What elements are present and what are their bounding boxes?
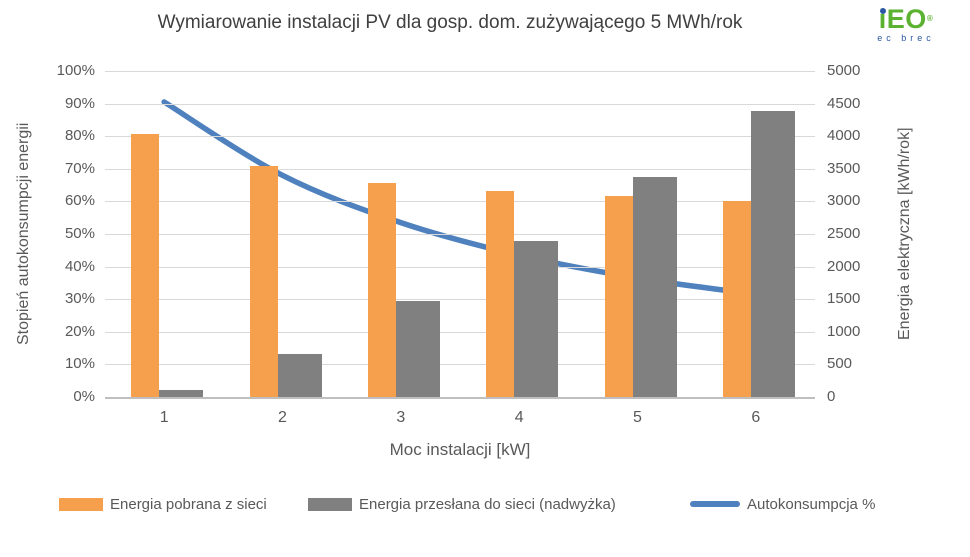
x-axis-ticks: 1 2 3 4 5 6 — [105, 409, 815, 431]
y-tick-right: 1000 — [827, 322, 861, 340]
x-tick: 2 — [278, 409, 287, 426]
y-axis-right-ticks: 5000 4500 4000 3500 3000 2500 2000 1500 1000 500 0 — [827, 62, 887, 405]
y-tick-right: 2000 — [827, 257, 861, 275]
ieo-logo-letter-i: i — [878, 4, 887, 34]
y-tick-left: 10% — [64, 355, 95, 373]
bar-energia-przeslana-moc-1kw — [159, 390, 204, 397]
legend-item-energia-pobrana: Energia pobrana z sieci — [59, 494, 267, 514]
y-tick-right: 0 — [827, 388, 836, 405]
legend-swatch-energia-przeslana — [308, 497, 352, 511]
ieo-logo-text: iEO® — [866, 4, 946, 34]
y-tick-left: 50% — [64, 225, 95, 242]
bar-energia-przeslana-moc-6kw — [750, 111, 795, 397]
ieo-logo-subtext: ec brec — [877, 33, 935, 43]
x-tick: 6 — [751, 409, 761, 426]
gridline — [105, 331, 815, 333]
y-tick-left: 0% — [73, 388, 95, 405]
y-tick-right: 1500 — [827, 290, 861, 308]
bar-energia-przeslana-moc-3kw — [395, 301, 440, 397]
bar-energia-przeslana-moc-2kw — [277, 354, 322, 397]
x-tick: 4 — [514, 409, 524, 426]
bar-energia-pobrana-moc-3kw — [367, 182, 396, 397]
y-tick-left: 60% — [64, 192, 95, 210]
bar-energia-pobrana-moc-5kw — [604, 196, 633, 397]
bar-energia-przeslana-moc-4kw — [514, 240, 559, 397]
bar-energia-pobrana-moc-4kw — [486, 190, 515, 397]
x-tick: 1 — [159, 409, 169, 426]
x-axis-title: Moc instalacji [kW] — [389, 440, 531, 459]
bar-energia-pobrana-moc-6kw — [722, 200, 751, 397]
legend-label-energia-przeslana: Energia przesłana do sieci (nadwyżka) — [359, 495, 616, 513]
gridline — [105, 299, 815, 301]
registered-mark-icon: ® — [926, 14, 934, 23]
ieo-logo: iEO® ec brec — [866, 4, 946, 44]
x-axis-line — [105, 397, 815, 399]
y-tick-left: 20% — [64, 322, 95, 340]
ieo-logo-letters-eo: EO — [886, 4, 927, 34]
legend-item-energia-przeslana: Energia przesłana do sieci (nadwyżka) — [308, 494, 616, 514]
plot-area — [105, 71, 815, 399]
chart-title: Wymiarowanie instalacji PV dla gosp. dom… — [157, 12, 743, 33]
gridline — [105, 364, 815, 366]
bar-energia-pobrana-moc-2kw — [249, 165, 278, 397]
gridline — [105, 234, 815, 235]
y-tick-left: 70% — [64, 159, 95, 177]
y-axis-right-title: Energia elektryczna [kWh/rok] — [896, 127, 913, 341]
legend-swatch-energia-pobrana — [59, 497, 103, 511]
y-tick-right: 3500 — [827, 159, 861, 177]
bar-energia-przeslana-moc-5kw — [632, 176, 677, 397]
y-tick-right: 4000 — [827, 127, 861, 145]
gridline — [105, 103, 815, 105]
legend-item-autokonsumpcja: Autokonsumpcja % — [690, 494, 875, 514]
legend-label-energia-pobrana: Energia pobrana z sieci — [110, 495, 267, 513]
y-tick-left: 40% — [64, 257, 95, 275]
y-tick-right: 2500 — [827, 225, 861, 242]
y-tick-right: 5000 — [827, 62, 861, 79]
x-tick: 5 — [633, 409, 642, 426]
gridline — [105, 201, 815, 203]
gridline — [105, 71, 815, 72]
y-axis-left-ticks: 100% 90% 80% 70% 60% 50% 40% 30% 20% 10% 0% — [28, 62, 95, 405]
bar-energia-pobrana-moc-1kw — [131, 134, 160, 397]
x-tick: 3 — [396, 409, 406, 426]
legend-label-autokonsumpcja: Autokonsumpcja % — [747, 495, 876, 513]
y-tick-right: 500 — [827, 355, 853, 373]
y-tick-left: 80% — [64, 127, 95, 145]
legend-swatch-autokonsumpcja — [690, 501, 740, 507]
y-tick-left: 100% — [56, 62, 95, 79]
y-tick-right: 3000 — [827, 192, 861, 210]
gridline — [105, 266, 815, 268]
y-tick-left: 30% — [64, 290, 95, 308]
y-tick-left: 90% — [64, 94, 95, 112]
y-tick-right: 4500 — [827, 94, 861, 112]
gridline — [105, 168, 815, 170]
gridline — [105, 136, 815, 138]
